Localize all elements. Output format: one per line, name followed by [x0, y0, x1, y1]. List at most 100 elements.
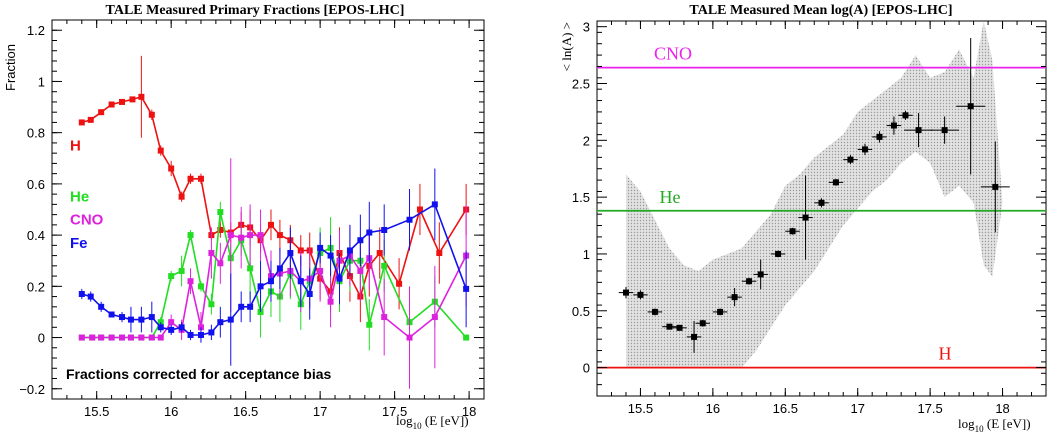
data-point — [197, 175, 204, 182]
data-point — [717, 308, 724, 315]
data-point — [108, 101, 115, 108]
legend-label-h: H — [70, 137, 81, 154]
y-tick-label: 0.8 — [27, 126, 45, 141]
x-tick-label: 16 — [164, 404, 178, 419]
data-point — [366, 321, 373, 328]
data-point — [168, 273, 175, 280]
data-point — [267, 278, 274, 285]
data-point — [327, 298, 334, 305]
data-point — [317, 244, 324, 251]
plot-frame — [596, 20, 1047, 397]
data-point — [217, 319, 224, 326]
data-point — [257, 283, 264, 290]
data-point — [129, 96, 136, 103]
data-point — [148, 334, 155, 341]
data-point — [208, 329, 215, 336]
data-point — [890, 122, 897, 129]
data-point — [327, 252, 334, 259]
data-point — [168, 319, 175, 326]
panel-mean-lna: TALE Measured Mean log(A) [EPOS-LHC] CNO… — [559, 3, 1047, 434]
acceptance-note: Fractions corrected for acceptance bias — [66, 366, 332, 382]
data-point — [119, 314, 126, 321]
data-point — [376, 250, 383, 257]
data-point — [666, 323, 673, 330]
data-point — [381, 262, 388, 269]
legend-label-fe: Fe — [70, 235, 88, 252]
data-point — [463, 285, 470, 292]
legend: H He CNO Fe — [70, 137, 104, 251]
data-point — [257, 232, 264, 239]
data-point — [127, 334, 134, 341]
panel-primary-fractions: TALE Measured Primary Fractions [EPOS-LH… — [3, 3, 485, 431]
data-point — [87, 293, 94, 300]
data-point — [651, 308, 658, 315]
axes: 15.5 16 16.5 17 17.5 18 −0.2 0 0.2 0.4 0.6 0.8 1 1.2 — [19, 19, 485, 419]
data-point — [78, 291, 85, 298]
series-line — [81, 234, 467, 339]
series-fe — [78, 168, 470, 366]
data-point — [217, 209, 224, 216]
data-point — [217, 226, 224, 233]
data-point — [157, 324, 164, 331]
data-point — [431, 314, 438, 321]
data-point — [406, 216, 413, 223]
data-point — [406, 334, 413, 341]
data-point — [463, 334, 470, 341]
y-tick-label: 0.6 — [27, 177, 45, 192]
x-axis-title: log10 (E [eV]) — [958, 416, 1031, 434]
data-point — [287, 250, 294, 257]
data-point — [902, 112, 909, 119]
data-point — [148, 111, 155, 118]
data-point — [98, 109, 105, 116]
x-axis-title: log10 (E [eV]) — [396, 413, 469, 431]
data-point — [98, 334, 105, 341]
y-tick-label: 0 — [583, 361, 590, 376]
data-point — [818, 199, 825, 206]
data-point — [431, 201, 438, 208]
y-axis-title: Fraction — [3, 44, 18, 91]
reference-label-he: He — [660, 187, 681, 207]
data-point — [416, 206, 423, 213]
data-point — [148, 314, 155, 321]
series-line — [81, 203, 467, 336]
data-point — [187, 278, 194, 285]
data-point — [119, 98, 126, 105]
data-point — [366, 229, 373, 236]
data-point — [227, 232, 234, 239]
data-point — [802, 214, 809, 221]
data-point — [187, 331, 194, 338]
chart-title: TALE Measured Mean log(A) [EPOS-LHC] — [689, 3, 952, 18]
data-point — [746, 278, 753, 285]
data-point — [992, 183, 999, 190]
data-point — [247, 265, 254, 272]
y-tick-label: 1.5 — [572, 190, 590, 205]
data-point — [396, 280, 403, 287]
data-point — [699, 320, 706, 327]
data-point — [967, 103, 974, 110]
legend-label-he: He — [70, 189, 89, 206]
y-tick-label: 0.2 — [27, 279, 45, 294]
data-point — [357, 237, 364, 244]
data-point — [138, 334, 145, 341]
data-point — [436, 250, 443, 257]
x-tick-label: 18 — [462, 404, 476, 419]
data-point — [757, 271, 764, 278]
data-point — [178, 267, 185, 274]
x-tick-label: 16 — [706, 401, 720, 416]
x-tick-label: 17 — [850, 401, 864, 416]
data-point — [276, 232, 283, 239]
plot-frame — [51, 19, 485, 400]
data-point — [731, 294, 738, 301]
band-area — [626, 21, 1003, 368]
data-point — [217, 260, 224, 267]
data-point — [306, 291, 313, 298]
reference-label-h: H — [939, 344, 952, 364]
legend-label-cno: CNO — [70, 212, 104, 229]
y-tick-label: 1 — [583, 247, 590, 262]
data-point — [108, 334, 115, 341]
data-point — [381, 226, 388, 233]
data-point — [247, 232, 254, 239]
data-point — [238, 234, 245, 241]
series-line — [81, 95, 467, 299]
x-tick-label: 16.5 — [233, 404, 258, 419]
